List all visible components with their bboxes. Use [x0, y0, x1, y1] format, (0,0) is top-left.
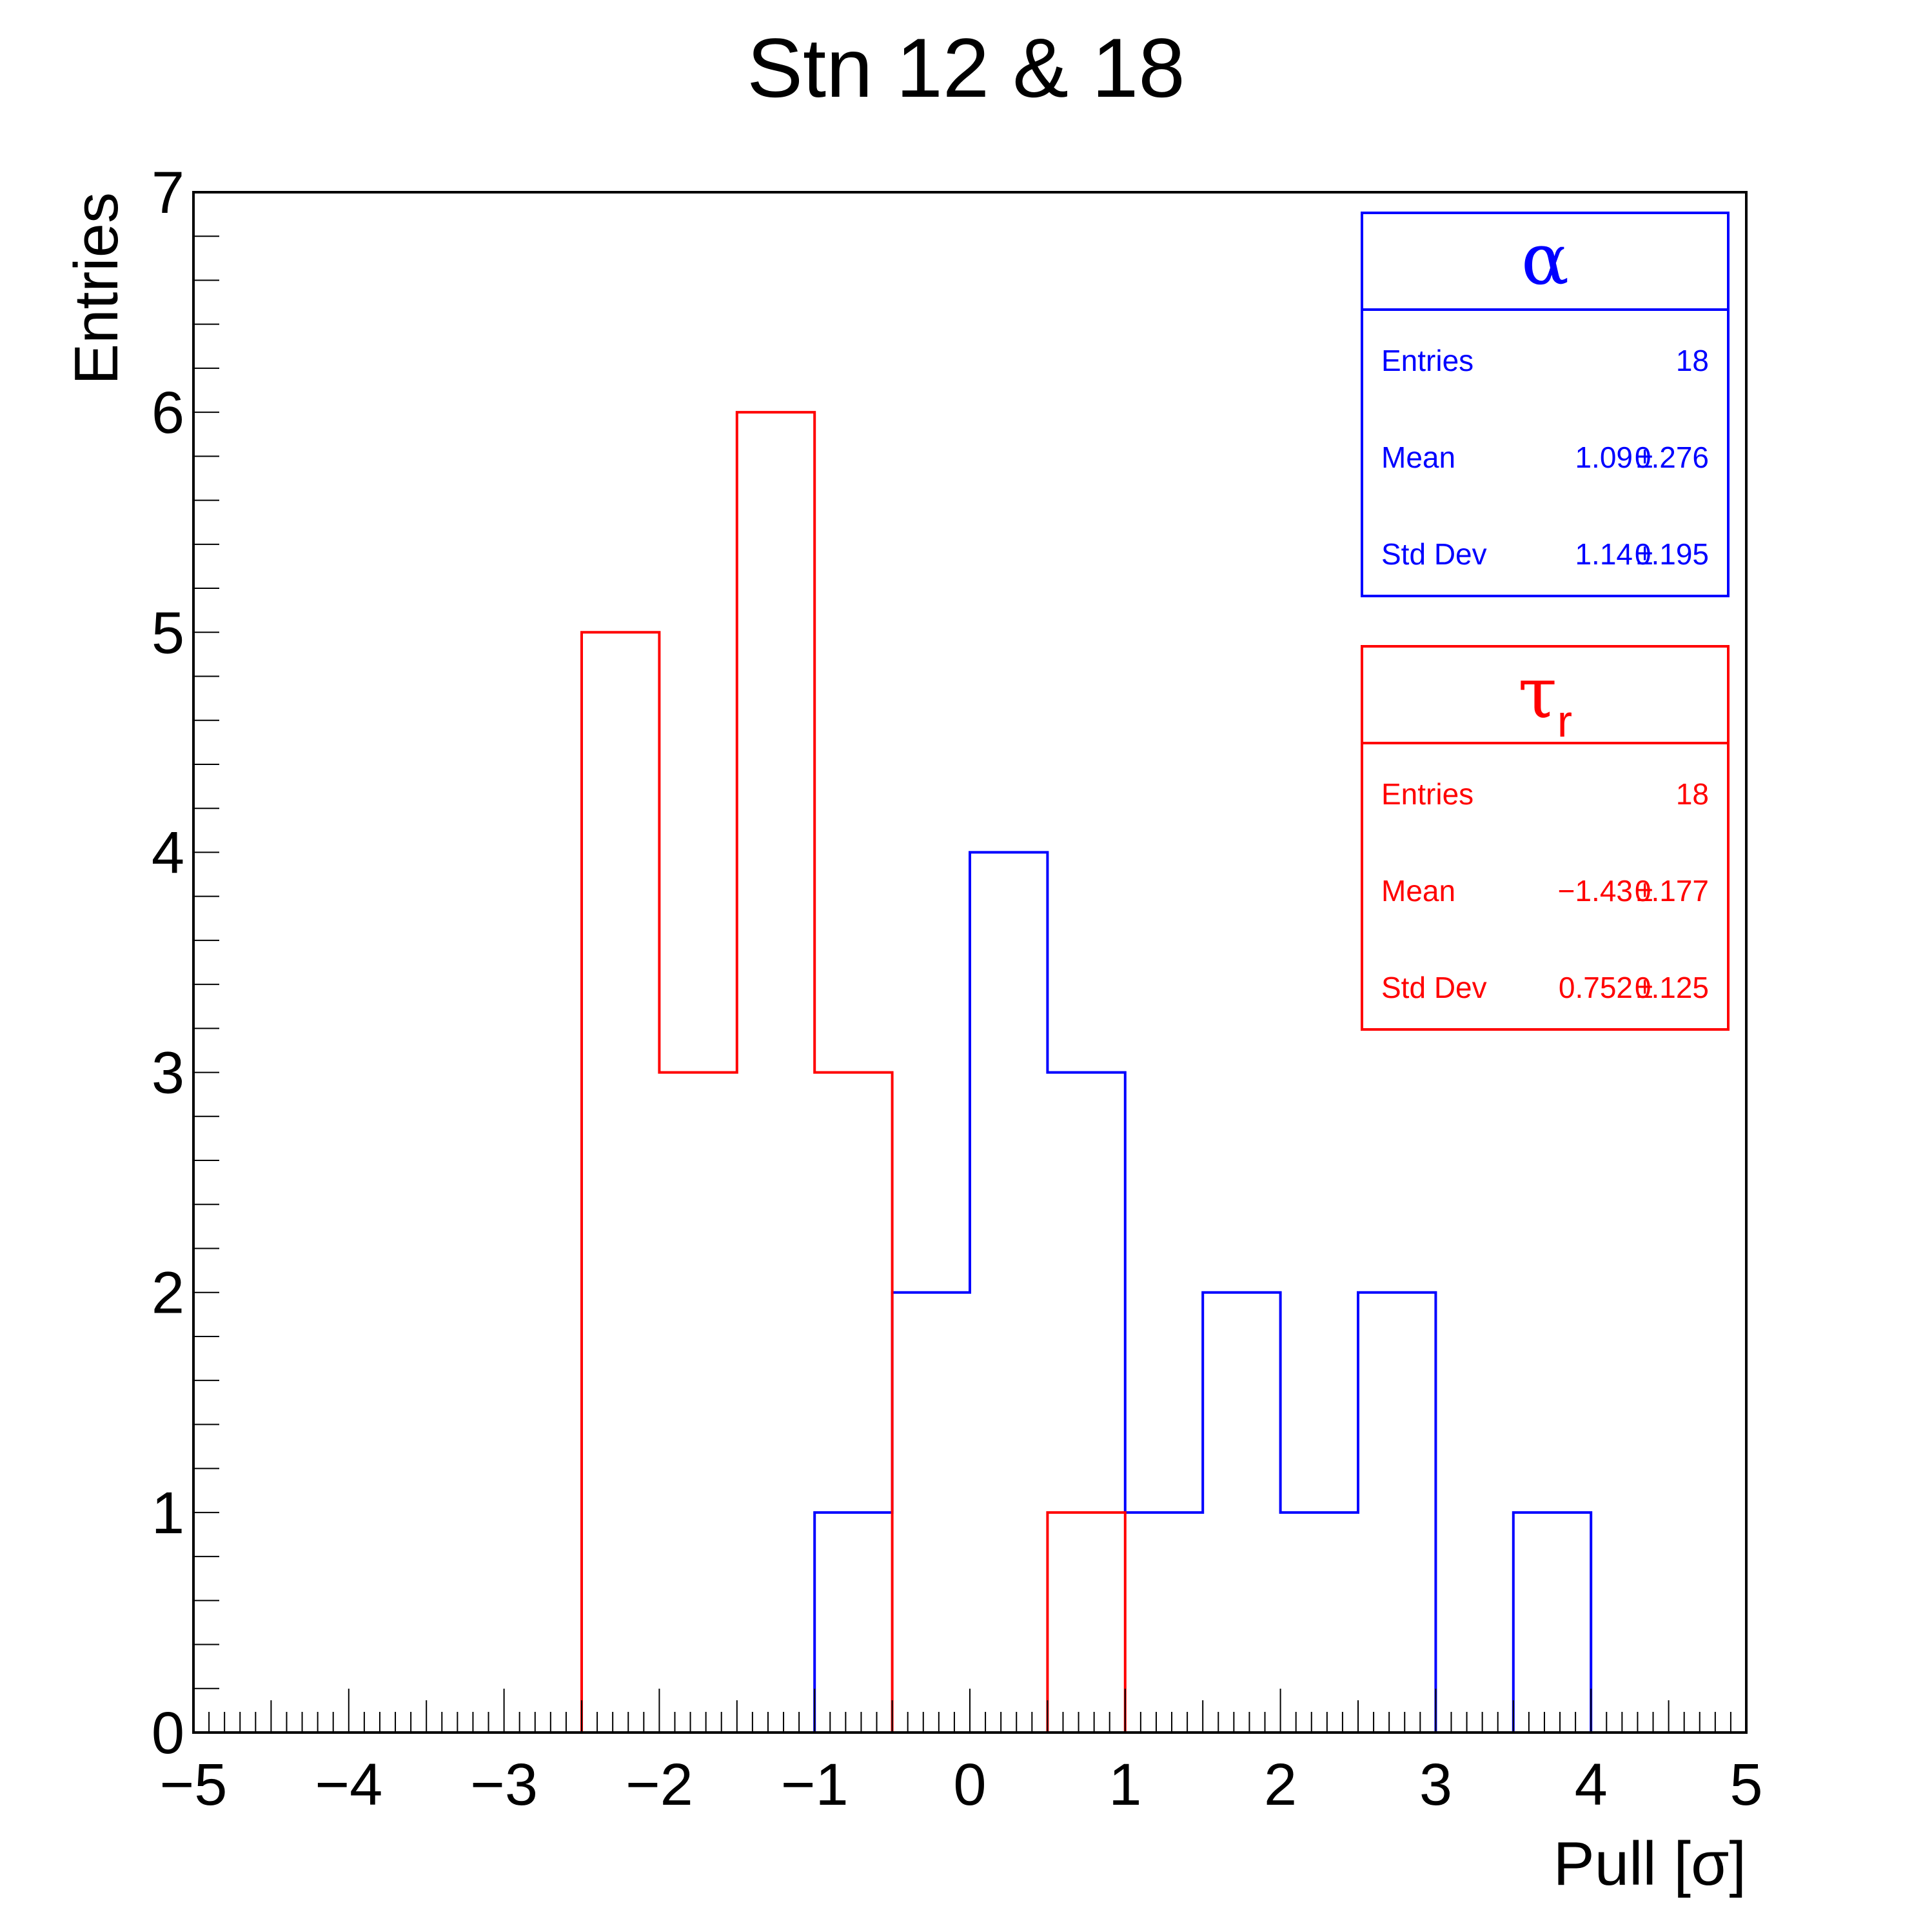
stats-std-value: 0.752	[1558, 971, 1633, 1004]
x-tick-label: 2	[1264, 1752, 1297, 1818]
stats-entries-value: 18	[1675, 344, 1709, 377]
y-tick-label: 6	[152, 380, 184, 446]
stats-std-pm: ±	[1637, 537, 1653, 571]
stats-row-entries: Entries 18	[1381, 777, 1709, 815]
stats-entries-label: Entries	[1381, 344, 1474, 377]
stats-box-alpha-name: α	[1521, 218, 1570, 301]
x-tick-label: 4	[1575, 1752, 1608, 1818]
y-tick-label: 4	[152, 820, 184, 886]
stats-mean-pm: ±	[1637, 441, 1653, 474]
stats-mean-value: −1.43	[1557, 874, 1633, 908]
series-1-outline	[580, 411, 1127, 1734]
stats-mean-value: 1.09	[1575, 441, 1633, 474]
stats-box-tau-header: τr	[1363, 648, 1727, 746]
y-tick-label: 1	[152, 1480, 184, 1546]
x-tick-label: −1	[781, 1752, 849, 1818]
stats-std-pm: ±	[1637, 971, 1653, 1004]
x-axis-label: Pull [σ]	[1553, 1829, 1746, 1898]
x-tick-label: −3	[470, 1752, 538, 1818]
stats-entries-value: 18	[1675, 777, 1709, 811]
x-tick-label: −5	[160, 1752, 228, 1818]
stats-box-tau-subscript: r	[1557, 696, 1573, 746]
y-tick-label: 2	[152, 1260, 184, 1326]
axes-layer: −5 −4 −3 −2 −1 0 1 2 3 4 5 0 1 2 3 4 5 6 7 Pull [σ] Entries	[62, 160, 1763, 1898]
x-tick-label: 5	[1730, 1752, 1762, 1818]
stats-row-mean: Mean −1.43 ± 0.177	[1381, 873, 1709, 912]
stats-row-entries: Entries 18	[1381, 343, 1709, 382]
x-tick-label: −4	[315, 1752, 382, 1818]
x-tick-label: 1	[1109, 1752, 1141, 1818]
y-axis-label: Entries	[62, 192, 131, 385]
stats-box-alpha: α Entries 18 Mean 1.09 ± 0.276 Std Dev 1…	[1361, 212, 1730, 597]
stats-box-tau-name: τ	[1517, 651, 1557, 734]
x-tick-label: 0	[953, 1752, 986, 1818]
y-tick-label: 7	[152, 160, 184, 226]
stats-entries-label: Entries	[1381, 777, 1474, 811]
y-tick-label: 5	[152, 600, 184, 666]
x-tick-label: 3	[1419, 1752, 1452, 1818]
stats-std-label: Std Dev	[1381, 971, 1487, 1004]
stats-mean-label: Mean	[1381, 441, 1456, 474]
stats-box-alpha-header: α	[1363, 214, 1727, 311]
series-layer	[580, 411, 1593, 1734]
stats-mean-error: 0.276	[1634, 441, 1709, 474]
stats-std-value: 1.14	[1575, 537, 1633, 571]
stats-row-stddev: Std Dev 0.752 ± 0.125	[1381, 970, 1709, 1009]
stats-row-mean: Mean 1.09 ± 0.276	[1381, 440, 1709, 479]
chart-title: Stn 12 & 18	[747, 21, 1185, 115]
stats-mean-label: Mean	[1381, 874, 1456, 908]
stats-box-tau: τr Entries 18 Mean −1.43 ± 0.177 Std Dev…	[1361, 645, 1730, 1031]
stats-mean-pm: ±	[1637, 874, 1653, 908]
stats-row-stddev: Std Dev 1.14 ± 0.195	[1381, 537, 1709, 575]
x-tick-label: −2	[626, 1752, 693, 1818]
stats-std-label: Std Dev	[1381, 537, 1487, 571]
stats-std-error: 0.195	[1634, 537, 1709, 571]
y-tick-label: 0	[152, 1700, 184, 1766]
stats-std-error: 0.125	[1634, 971, 1709, 1004]
y-tick-label: 3	[152, 1040, 184, 1106]
stats-mean-error: 0.177	[1634, 874, 1709, 908]
